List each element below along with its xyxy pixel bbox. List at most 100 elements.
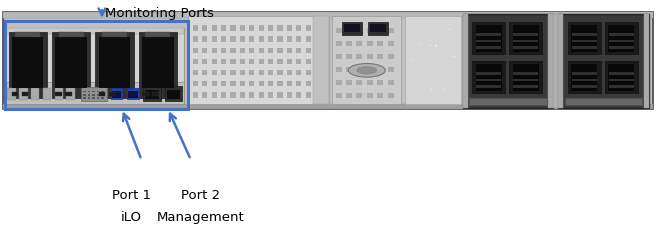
Bar: [152, 92, 159, 96]
Bar: [476, 40, 501, 42]
Bar: [31, 88, 39, 100]
Bar: [430, 89, 432, 90]
Bar: [572, 79, 597, 81]
Bar: [513, 40, 538, 42]
Bar: [476, 79, 501, 81]
Bar: [88, 94, 90, 96]
Bar: [287, 36, 292, 42]
Bar: [268, 48, 273, 53]
Bar: [449, 70, 451, 71]
Bar: [305, 92, 311, 98]
Bar: [268, 92, 273, 98]
Bar: [230, 70, 236, 75]
Bar: [240, 48, 245, 53]
Bar: [230, 25, 236, 31]
Bar: [609, 40, 634, 42]
Bar: [66, 88, 75, 100]
Bar: [367, 93, 372, 98]
Bar: [193, 70, 198, 75]
Bar: [315, 92, 320, 98]
Bar: [92, 97, 95, 99]
Bar: [435, 45, 437, 46]
Bar: [287, 70, 292, 75]
Bar: [287, 81, 292, 86]
Bar: [221, 81, 226, 86]
Bar: [142, 92, 149, 96]
Bar: [230, 59, 236, 64]
Bar: [609, 46, 634, 49]
Bar: [278, 59, 283, 64]
Bar: [230, 48, 236, 53]
Bar: [377, 80, 383, 85]
Bar: [92, 94, 95, 96]
Bar: [377, 54, 383, 59]
Bar: [476, 25, 502, 52]
Bar: [268, 81, 273, 86]
Bar: [336, 67, 342, 71]
Bar: [193, 48, 198, 53]
Bar: [336, 54, 342, 59]
Bar: [357, 41, 363, 46]
Bar: [608, 64, 634, 91]
Bar: [221, 48, 226, 53]
Bar: [377, 41, 383, 46]
Bar: [43, 88, 51, 100]
Bar: [3, 104, 653, 109]
Bar: [101, 91, 104, 92]
Bar: [476, 72, 501, 75]
Bar: [296, 59, 301, 64]
Bar: [249, 59, 255, 64]
Bar: [509, 61, 542, 93]
Bar: [315, 25, 320, 31]
Bar: [336, 80, 342, 85]
Bar: [202, 92, 207, 98]
Bar: [99, 37, 130, 88]
Bar: [357, 28, 363, 32]
Bar: [412, 59, 414, 60]
Bar: [5, 28, 184, 104]
Bar: [259, 36, 264, 42]
Bar: [268, 59, 273, 64]
Bar: [342, 22, 362, 35]
Bar: [572, 40, 597, 42]
Bar: [513, 33, 538, 36]
Bar: [249, 92, 255, 98]
Bar: [548, 14, 553, 108]
Bar: [388, 28, 393, 32]
Bar: [469, 98, 547, 105]
Bar: [370, 24, 386, 32]
Text: Port 2: Port 2: [181, 189, 220, 202]
Bar: [572, 72, 597, 75]
Bar: [278, 92, 283, 98]
Bar: [463, 14, 553, 108]
Bar: [12, 37, 43, 88]
Bar: [55, 88, 63, 100]
Bar: [463, 14, 468, 108]
Bar: [568, 61, 601, 93]
Bar: [249, 25, 255, 31]
Bar: [609, 33, 634, 36]
Bar: [346, 41, 352, 46]
Bar: [278, 81, 283, 86]
Bar: [212, 81, 217, 86]
Bar: [81, 87, 107, 101]
Circle shape: [349, 63, 385, 77]
Bar: [429, 45, 431, 46]
Bar: [145, 90, 159, 99]
Bar: [88, 91, 90, 92]
Bar: [305, 81, 311, 86]
Bar: [336, 28, 342, 32]
Bar: [388, 41, 393, 46]
Bar: [230, 81, 236, 86]
Bar: [513, 64, 539, 91]
Bar: [193, 59, 198, 64]
Bar: [287, 59, 292, 64]
Bar: [287, 25, 292, 31]
Bar: [418, 44, 420, 45]
Bar: [12, 92, 18, 96]
Bar: [212, 48, 217, 53]
Bar: [127, 88, 139, 99]
Bar: [609, 79, 634, 81]
Bar: [605, 22, 638, 54]
Bar: [212, 59, 217, 64]
